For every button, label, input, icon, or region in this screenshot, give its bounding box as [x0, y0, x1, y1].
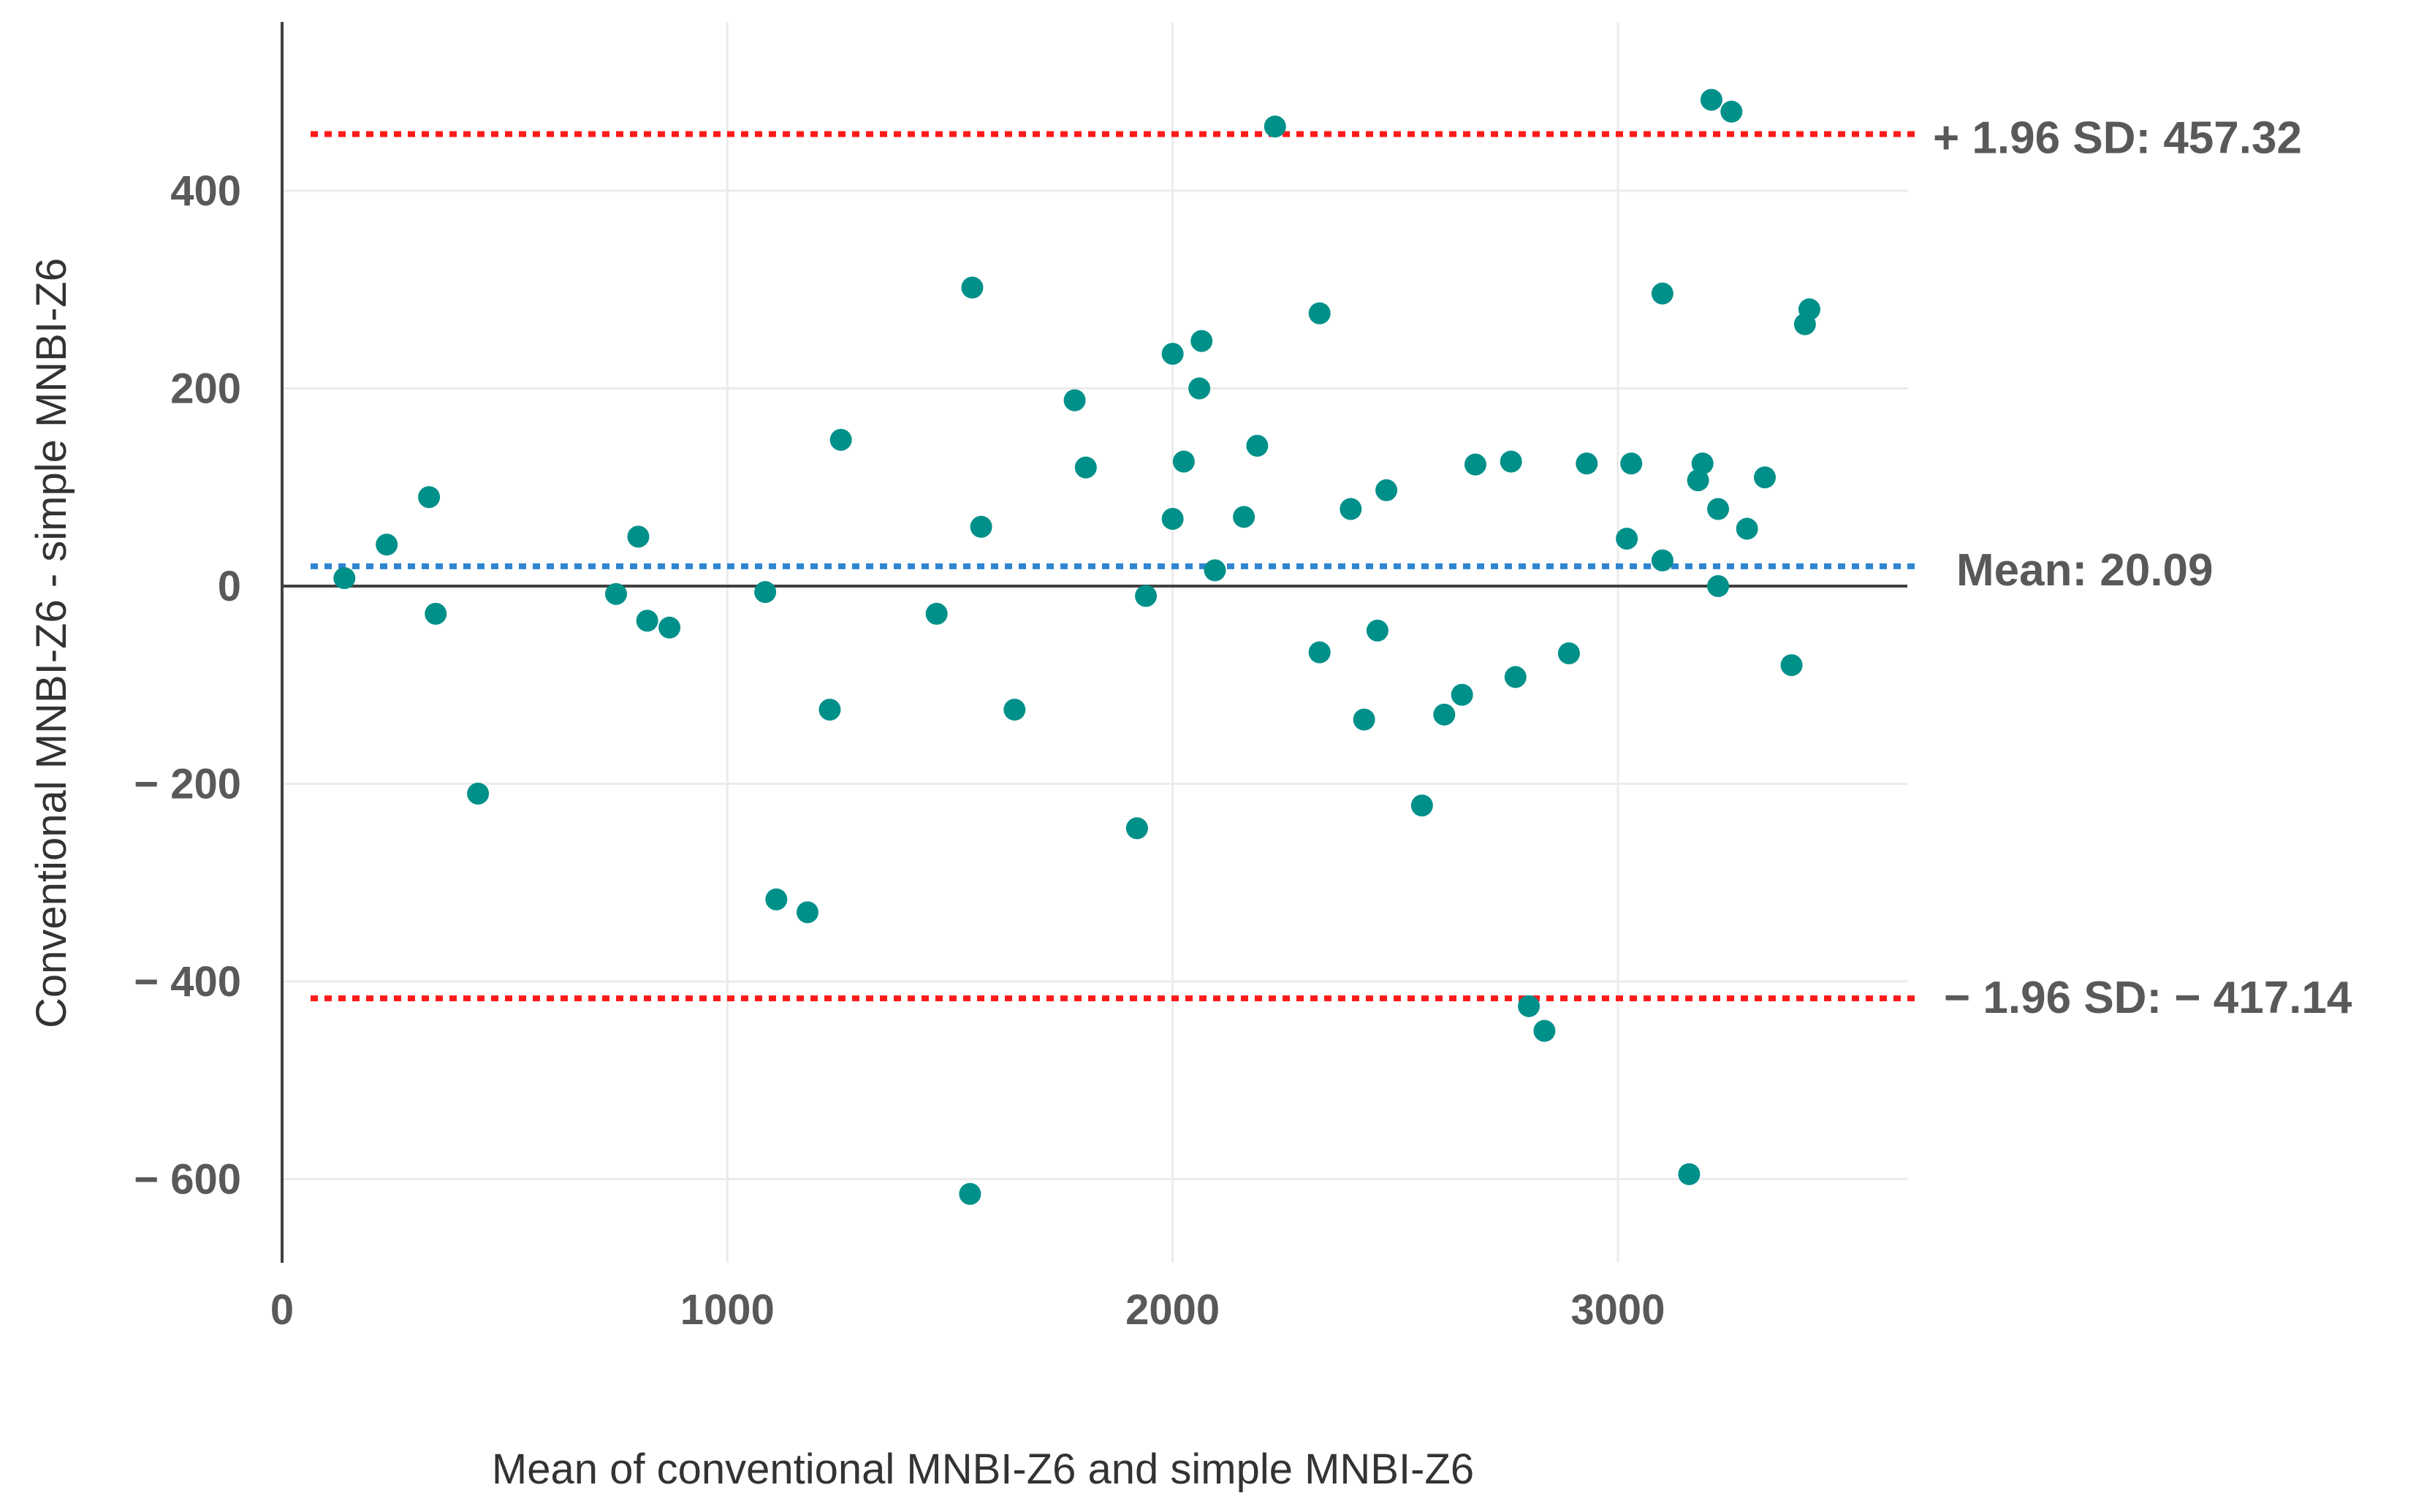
data-point — [1246, 434, 1269, 457]
mean-label: Mean: 20.09 — [1956, 545, 2214, 596]
data-point — [1687, 469, 1709, 492]
y-tick-labels: 400 200 0 − 200 − 400 − 600 — [134, 167, 241, 1204]
reference-lines — [311, 131, 1915, 1002]
data-point — [1754, 466, 1777, 489]
x-tick-label: 3000 — [1570, 1286, 1665, 1334]
axes — [281, 22, 1907, 1263]
data-point — [658, 616, 681, 639]
data-point — [1003, 699, 1026, 721]
data-point — [1135, 585, 1158, 607]
data-point — [418, 486, 441, 509]
data-point — [829, 428, 852, 451]
data-point — [1190, 330, 1213, 352]
data-point — [1518, 995, 1540, 1017]
y-tick-label: − 600 — [134, 1156, 241, 1204]
data-point — [1691, 452, 1714, 475]
data-point — [1204, 559, 1226, 582]
data-point — [1353, 708, 1375, 731]
data-point — [1233, 506, 1255, 528]
data-point — [796, 901, 818, 924]
data-point — [425, 602, 447, 625]
data-point — [1074, 456, 1097, 479]
y-axis-title: Conventional MNBI-Z6 - simple MNBI-Z6 — [28, 258, 75, 1028]
data-point — [1736, 517, 1758, 540]
data-point — [1620, 452, 1643, 475]
data-point — [1651, 282, 1673, 305]
data-point — [376, 533, 398, 556]
data-point — [1172, 450, 1195, 473]
y-tick-label: 0 — [218, 563, 241, 610]
data-point — [1264, 115, 1286, 138]
data-point — [1308, 641, 1331, 664]
data-point — [765, 888, 788, 911]
data-point — [1410, 794, 1433, 817]
x-tick-labels: 0 1000 2000 3000 — [270, 1286, 1665, 1334]
data-point — [1366, 619, 1388, 642]
data-point — [925, 602, 948, 625]
upper-limit-label: + 1.96 SD: 457.32 — [1933, 113, 2302, 163]
y-tick-label: − 200 — [134, 761, 241, 808]
data-point — [970, 515, 992, 538]
data-point — [1500, 450, 1522, 473]
data-point — [1780, 654, 1803, 677]
data-point — [1161, 343, 1184, 365]
data-point — [467, 783, 490, 805]
gridlines — [282, 22, 1907, 1263]
data-point — [1188, 377, 1211, 400]
y-tick-label: 200 — [170, 365, 241, 413]
data-point — [1616, 528, 1638, 550]
data-point — [1451, 683, 1473, 706]
y-tick-label: 400 — [170, 167, 241, 215]
data-point — [961, 276, 984, 299]
data-point — [1576, 452, 1598, 475]
data-point — [1125, 817, 1148, 840]
data-point — [1433, 703, 1456, 726]
x-axis-title: Mean of conventional MNBI-Z6 and simple … — [492, 1445, 1474, 1493]
data-point — [1161, 508, 1184, 531]
data-point — [1063, 389, 1086, 411]
data-point — [818, 699, 841, 721]
data-point — [1308, 302, 1331, 324]
y-tick-label: − 400 — [134, 958, 241, 1006]
data-point — [1651, 549, 1673, 571]
data-point — [1340, 498, 1362, 520]
lower-limit-label: − 1.96 SD: − 417.14 — [1944, 973, 2352, 1023]
x-tick-label: 0 — [270, 1286, 294, 1334]
x-tick-label: 1000 — [680, 1286, 775, 1334]
data-point — [627, 525, 650, 548]
reference-labels: + 1.96 SD: 457.32 Mean: 20.09 − 1.96 SD: −… — [1933, 113, 2352, 1023]
data-point — [959, 1182, 981, 1205]
data-points — [333, 88, 1820, 1205]
data-point — [1700, 88, 1722, 111]
data-point — [1464, 453, 1486, 476]
data-point — [1678, 1163, 1701, 1185]
data-point — [1533, 1019, 1556, 1042]
data-point — [1798, 298, 1820, 321]
x-tick-label: 2000 — [1125, 1286, 1220, 1334]
data-point — [1720, 100, 1743, 123]
data-point — [1707, 498, 1730, 520]
data-point — [636, 609, 658, 632]
data-point — [1504, 666, 1527, 688]
data-point — [333, 567, 356, 590]
data-point — [1557, 642, 1580, 664]
data-point — [604, 582, 627, 605]
data-point — [1375, 479, 1398, 501]
data-point — [754, 581, 777, 604]
data-point — [1707, 575, 1730, 597]
